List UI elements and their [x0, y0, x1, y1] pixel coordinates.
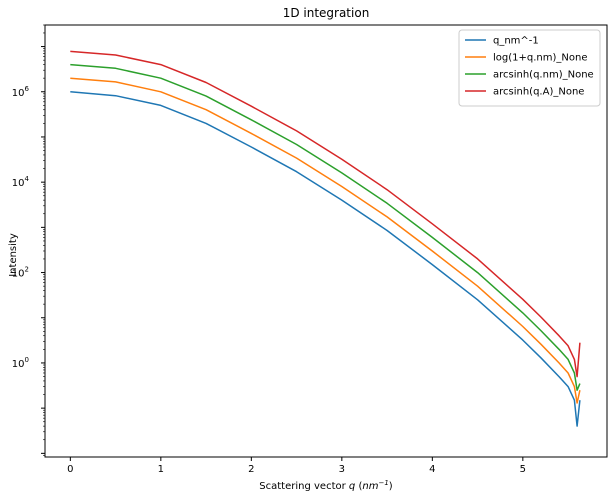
y-tick-label: 102: [12, 266, 29, 280]
legend-label-1: q_nm^-1: [493, 36, 539, 47]
x-tick-label: 0: [67, 464, 73, 475]
x-axis-ticks: 0 1 2 3 4 5: [67, 457, 526, 475]
y-axis-ticks: 100 102 104 106: [12, 24, 45, 456]
legend-label-4: arcsinh(q.A)_None: [493, 87, 584, 98]
x-axis-title-text: Scattering vector: [259, 481, 346, 492]
plot-lines: [70, 50, 581, 427]
legend-label-3: arcsinh(q.nm)_None: [493, 70, 594, 81]
series-line-3: [70, 63, 581, 391]
legend: q_nm^-1 log(1+q.nm)_None arcsinh(q.nm)_Non…: [458, 29, 601, 107]
x-axis-title-unit-exp: −1: [378, 479, 388, 487]
y-tick-label: 104: [12, 175, 30, 189]
x-axis-title: Scattering vector q (nm−1): [259, 479, 393, 492]
x-axis-title-var: q: [349, 481, 355, 492]
legend-box: [458, 29, 601, 107]
x-tick-label: 5: [520, 464, 526, 475]
x-tick-label: 4: [429, 464, 435, 475]
legend-label-2: log(1+q.nm)_None: [493, 53, 587, 64]
series-line-2: [70, 77, 581, 404]
series-line-1: [70, 91, 581, 427]
y-axis-title: Intensity: [8, 233, 19, 277]
x-tick-label: 2: [248, 464, 254, 475]
y-tick-label: 100: [12, 356, 29, 370]
x-axis-title-unit: nm: [362, 481, 378, 492]
chart-title: 1D integration: [283, 6, 370, 20]
y-tick-label: 106: [12, 85, 30, 99]
x-tick-label: 1: [158, 464, 164, 475]
x-tick-label: 3: [339, 464, 345, 475]
series-line-4: [70, 50, 581, 378]
